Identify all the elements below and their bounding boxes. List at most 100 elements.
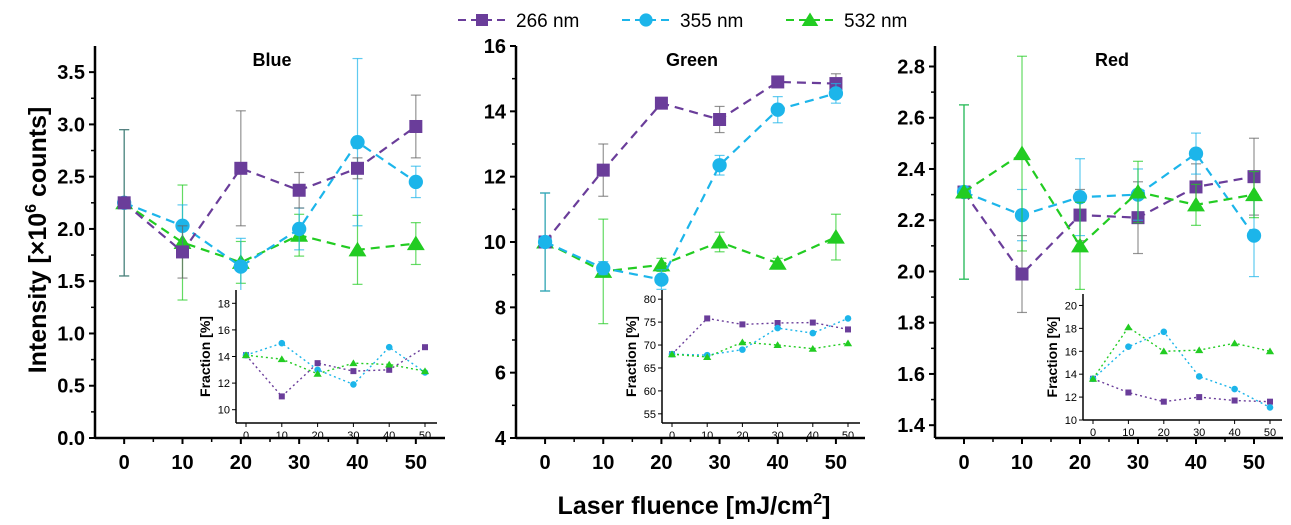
red-point-355-nm <box>1072 190 1088 205</box>
red-series-532-nm <box>955 55 1263 290</box>
red-inset-line-266-nm <box>1092 378 1271 403</box>
green-xtick-label: 0 <box>540 452 551 474</box>
red-inset-xtick-label: 20 <box>1158 427 1170 439</box>
legend-label-355-nm: 355 nm <box>680 11 743 32</box>
red-ytick-label: 2.2 <box>897 210 925 232</box>
legend-label-266-nm: 266 nm <box>516 11 579 32</box>
green-point-532-nm <box>826 228 845 244</box>
green-inset-point-266-nm <box>809 319 816 326</box>
legend-marker-266-nm <box>476 14 488 26</box>
red-point-532-nm <box>955 183 973 199</box>
green-inset-point-266-nm <box>845 326 851 333</box>
green-point-532-nm <box>652 256 671 272</box>
red-line-266-nm <box>963 175 1255 276</box>
green-inset-ytick-label: 80 <box>644 294 656 306</box>
red-inset-point-355-nm <box>1231 385 1238 393</box>
green-xtick-label: 50 <box>825 452 847 474</box>
red-ytick-label: 1.8 <box>897 313 925 335</box>
red-line-532-nm <box>963 152 1255 248</box>
blue-inset-line-355-nm <box>245 342 426 386</box>
blue-ytick-label: 1.5 <box>57 271 85 293</box>
blue-title: Blue <box>252 50 291 70</box>
blue-ytick-label: 3.0 <box>57 114 85 136</box>
blue-inset-ytick-label: 10 <box>218 405 230 417</box>
green-ytick-label: 4 <box>495 428 507 450</box>
blue-point-355-nm <box>233 259 248 274</box>
x-axis-label: Laser fluence [mJ/cm2] <box>558 491 831 520</box>
green-series-266-nm <box>538 73 843 292</box>
legend-marker-532-nm <box>801 12 819 26</box>
green-inset-ytick-label: 65 <box>644 363 656 375</box>
red-ytick-label: 2.8 <box>897 56 925 78</box>
blue-ytick-label: 0.5 <box>57 376 85 398</box>
blue-xtick-label: 40 <box>346 452 368 474</box>
blue-inset-line-266-nm <box>245 346 426 398</box>
green-point-532-nm <box>768 255 787 270</box>
red-inset-point-355-nm <box>1266 404 1274 411</box>
blue-inset-point-532-nm <box>385 360 394 368</box>
red-xtick-label: 50 <box>1243 452 1265 474</box>
blue-inset-line-532-nm <box>245 354 426 375</box>
green-inset-bg <box>662 290 860 423</box>
blue-inset-point-355-nm <box>278 339 286 347</box>
green-series-355-nm <box>537 82 844 292</box>
green-inset-line-355-nm <box>671 317 849 356</box>
blue-ytick-label: 2.5 <box>57 167 85 189</box>
green-inset-point-532-nm <box>843 339 853 347</box>
green-line-266-nm <box>544 80 836 243</box>
green-inset: 55 60 65 70 75 80 0 10 20 30 40 50 Fraction [%] <box>623 290 860 442</box>
blue-inset-bg <box>236 290 437 423</box>
blue-series-355-nm <box>117 57 423 296</box>
blue-inset-point-532-nm <box>241 351 251 359</box>
blue-inset-point-266-nm <box>386 366 393 373</box>
red-inset-point-532-nm <box>1265 347 1275 355</box>
red-ytick-label: 2.4 <box>897 159 926 181</box>
green-inset-xtick-label: 10 <box>701 430 713 442</box>
green-inset-point-532-nm <box>667 350 677 358</box>
green-point-266-nm <box>771 75 785 89</box>
blue-inset-xtick-label: 40 <box>383 430 395 442</box>
red-inset-ytick-label: 18 <box>1065 323 1077 335</box>
blue-inset-point-266-nm <box>350 368 357 375</box>
green-inset-ylabel: Fraction [%] <box>623 316 639 397</box>
red-point-266-nm <box>1015 267 1029 281</box>
blue-ytick-label: 1.0 <box>57 323 85 345</box>
red-point-355-nm <box>1188 146 1204 161</box>
red-xtick-label: 20 <box>1069 452 1091 474</box>
blue-inset-point-266-nm <box>314 360 321 367</box>
green-inset-xtick-label: 50 <box>842 430 854 442</box>
green-inset-point-355-nm <box>844 315 852 322</box>
green-inset-point-355-nm <box>774 324 781 332</box>
red-inset-point-532-nm <box>1195 346 1204 354</box>
y-axis-label: Intensity [×106 counts] <box>23 107 52 374</box>
green-point-355-nm <box>712 158 727 173</box>
green-point-266-nm <box>713 113 727 126</box>
blue-line-355-nm <box>123 140 417 268</box>
red-line-355-nm <box>963 152 1255 237</box>
legend: 266 nm 355 nm 532 nm <box>458 11 907 32</box>
panel-blue: 0.00.51.01.52.02.53.03.50 10 20 30 40 50Blue1… <box>57 46 445 474</box>
red-series-266-nm <box>957 104 1261 314</box>
blue-point-266-nm <box>117 196 131 210</box>
green-inset-point-532-nm <box>703 353 712 360</box>
blue-inset-point-266-nm <box>278 393 285 400</box>
green-point-266-nm <box>596 163 610 177</box>
blue-line-532-nm <box>123 201 416 264</box>
red-inset-point-355-nm <box>1125 343 1132 350</box>
green-ytick-label: 10 <box>484 232 506 254</box>
blue-inset-point-532-nm <box>277 355 286 363</box>
green-ytick-label: 14 <box>484 101 507 123</box>
blue-ytick-label: 0.0 <box>57 428 85 450</box>
blue-point-266-nm <box>409 119 423 133</box>
green-inset-point-355-nm <box>739 346 746 353</box>
red-point-532-nm <box>1013 145 1031 161</box>
red-inset-point-266-nm <box>1125 389 1132 396</box>
green-inset-series-532-nm <box>667 338 853 360</box>
green-inset-point-532-nm <box>738 338 747 346</box>
green-point-355-nm <box>654 272 669 287</box>
green-point-355-nm <box>537 234 553 250</box>
blue-inset-point-355-nm <box>385 343 393 351</box>
blue-xtick-label: 10 <box>171 452 193 474</box>
green-inset-point-532-nm <box>773 341 782 349</box>
